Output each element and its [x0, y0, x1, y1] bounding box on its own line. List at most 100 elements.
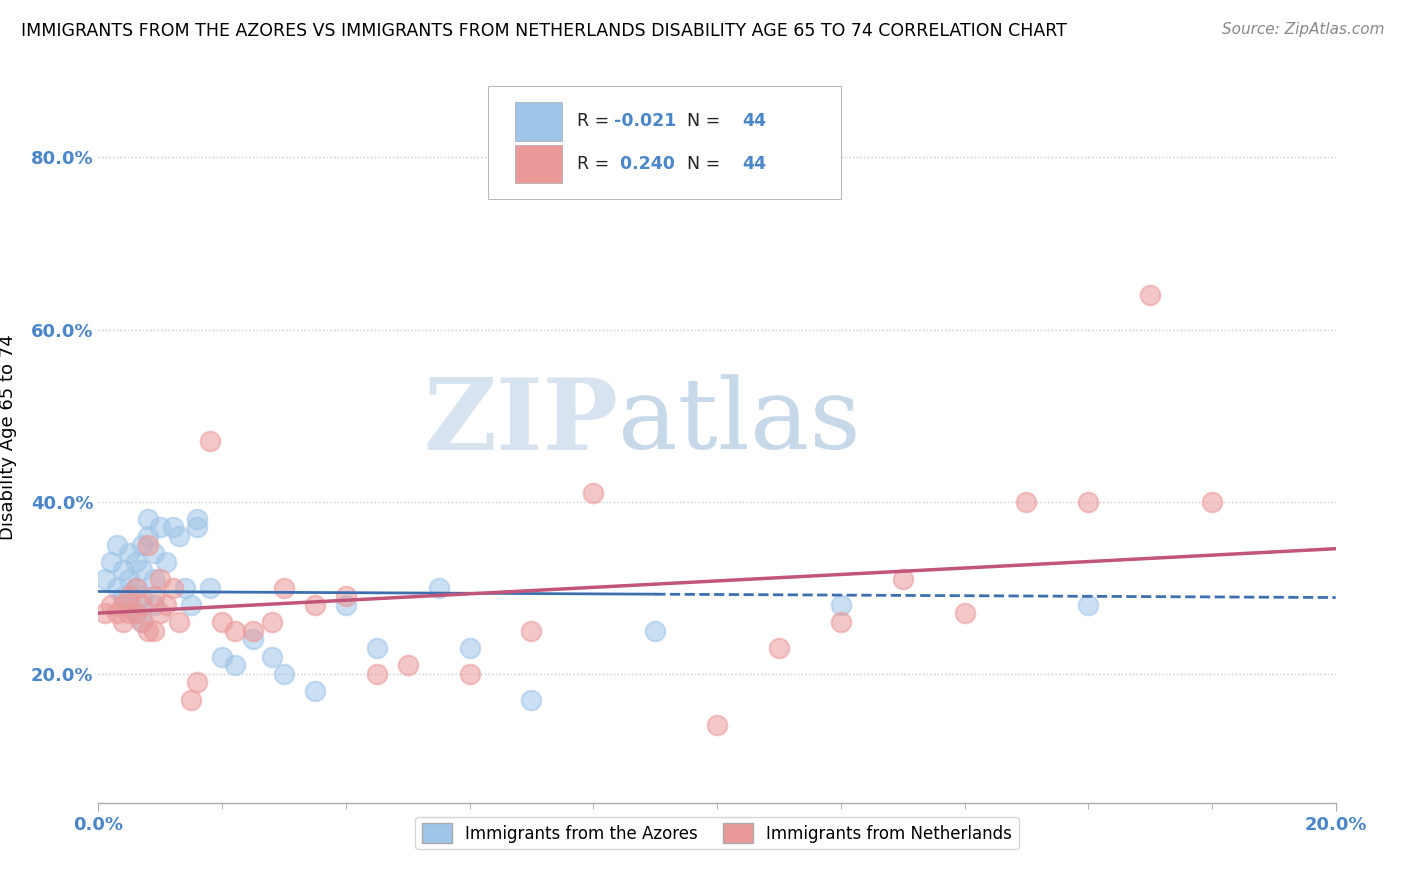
Point	[304, 598, 326, 612]
Point	[131, 538, 153, 552]
Point	[124, 581, 146, 595]
FancyBboxPatch shape	[516, 145, 562, 183]
Point	[211, 615, 233, 629]
Point	[143, 546, 166, 560]
Point	[224, 658, 246, 673]
Point	[273, 666, 295, 681]
Point	[149, 520, 172, 534]
Point	[458, 666, 481, 681]
Point	[131, 615, 153, 629]
Point	[136, 624, 159, 638]
Point	[136, 538, 159, 552]
Point	[118, 589, 141, 603]
Point	[520, 624, 543, 638]
Point	[211, 649, 233, 664]
Point	[124, 607, 146, 621]
Point	[768, 640, 790, 655]
Point	[396, 658, 419, 673]
Point	[155, 598, 177, 612]
Point	[427, 581, 450, 595]
Point	[131, 564, 153, 578]
Point	[105, 538, 128, 552]
Point	[1015, 494, 1038, 508]
Legend: Immigrants from the Azores, Immigrants from Netherlands: Immigrants from the Azores, Immigrants f…	[415, 817, 1019, 849]
Point	[143, 598, 166, 612]
Point	[162, 581, 184, 595]
Point	[198, 581, 221, 595]
Point	[242, 624, 264, 638]
Y-axis label: Disability Age 65 to 74: Disability Age 65 to 74	[0, 334, 17, 540]
Point	[706, 718, 728, 732]
Point	[304, 684, 326, 698]
Point	[112, 598, 135, 612]
Text: IMMIGRANTS FROM THE AZORES VS IMMIGRANTS FROM NETHERLANDS DISABILITY AGE 65 TO 7: IMMIGRANTS FROM THE AZORES VS IMMIGRANTS…	[21, 22, 1067, 40]
Point	[136, 512, 159, 526]
Point	[143, 624, 166, 638]
Point	[260, 615, 283, 629]
Point	[112, 564, 135, 578]
Point	[100, 555, 122, 569]
Point	[186, 512, 208, 526]
Point	[112, 589, 135, 603]
Text: 44: 44	[742, 155, 766, 173]
Point	[1139, 288, 1161, 302]
Text: R =: R =	[578, 112, 614, 130]
Point	[1077, 494, 1099, 508]
Point	[131, 589, 153, 603]
Point	[124, 607, 146, 621]
Text: ZIP: ZIP	[423, 374, 619, 471]
Point	[136, 529, 159, 543]
Point	[891, 572, 914, 586]
Text: R =: R =	[578, 155, 614, 173]
Point	[118, 598, 141, 612]
Point	[953, 607, 976, 621]
Point	[174, 581, 197, 595]
Text: N =: N =	[676, 155, 725, 173]
Point	[167, 529, 190, 543]
Point	[830, 598, 852, 612]
Point	[830, 615, 852, 629]
Point	[180, 598, 202, 612]
Point	[118, 607, 141, 621]
Point	[100, 598, 122, 612]
Point	[93, 572, 115, 586]
Point	[335, 598, 357, 612]
Text: 0.240: 0.240	[614, 155, 675, 173]
Text: -0.021: -0.021	[614, 112, 676, 130]
Point	[105, 581, 128, 595]
Point	[162, 520, 184, 534]
Point	[186, 675, 208, 690]
Point	[155, 555, 177, 569]
Point	[644, 624, 666, 638]
Point	[93, 607, 115, 621]
Point	[520, 692, 543, 706]
Point	[1201, 494, 1223, 508]
Point	[242, 632, 264, 647]
Point	[105, 607, 128, 621]
Text: atlas: atlas	[619, 375, 860, 470]
FancyBboxPatch shape	[488, 86, 841, 200]
Point	[366, 666, 388, 681]
Point	[224, 624, 246, 638]
Point	[143, 589, 166, 603]
Point	[149, 607, 172, 621]
Point	[335, 589, 357, 603]
Point	[458, 640, 481, 655]
Text: Source: ZipAtlas.com: Source: ZipAtlas.com	[1222, 22, 1385, 37]
Point	[366, 640, 388, 655]
Point	[180, 692, 202, 706]
Point	[131, 598, 153, 612]
Point	[143, 572, 166, 586]
Point	[118, 546, 141, 560]
Point	[124, 581, 146, 595]
Point	[260, 649, 283, 664]
Point	[186, 520, 208, 534]
Point	[124, 555, 146, 569]
Point	[273, 581, 295, 595]
Point	[167, 615, 190, 629]
Text: 44: 44	[742, 112, 766, 130]
Point	[1077, 598, 1099, 612]
Point	[149, 572, 172, 586]
Point	[112, 615, 135, 629]
FancyBboxPatch shape	[516, 102, 562, 141]
